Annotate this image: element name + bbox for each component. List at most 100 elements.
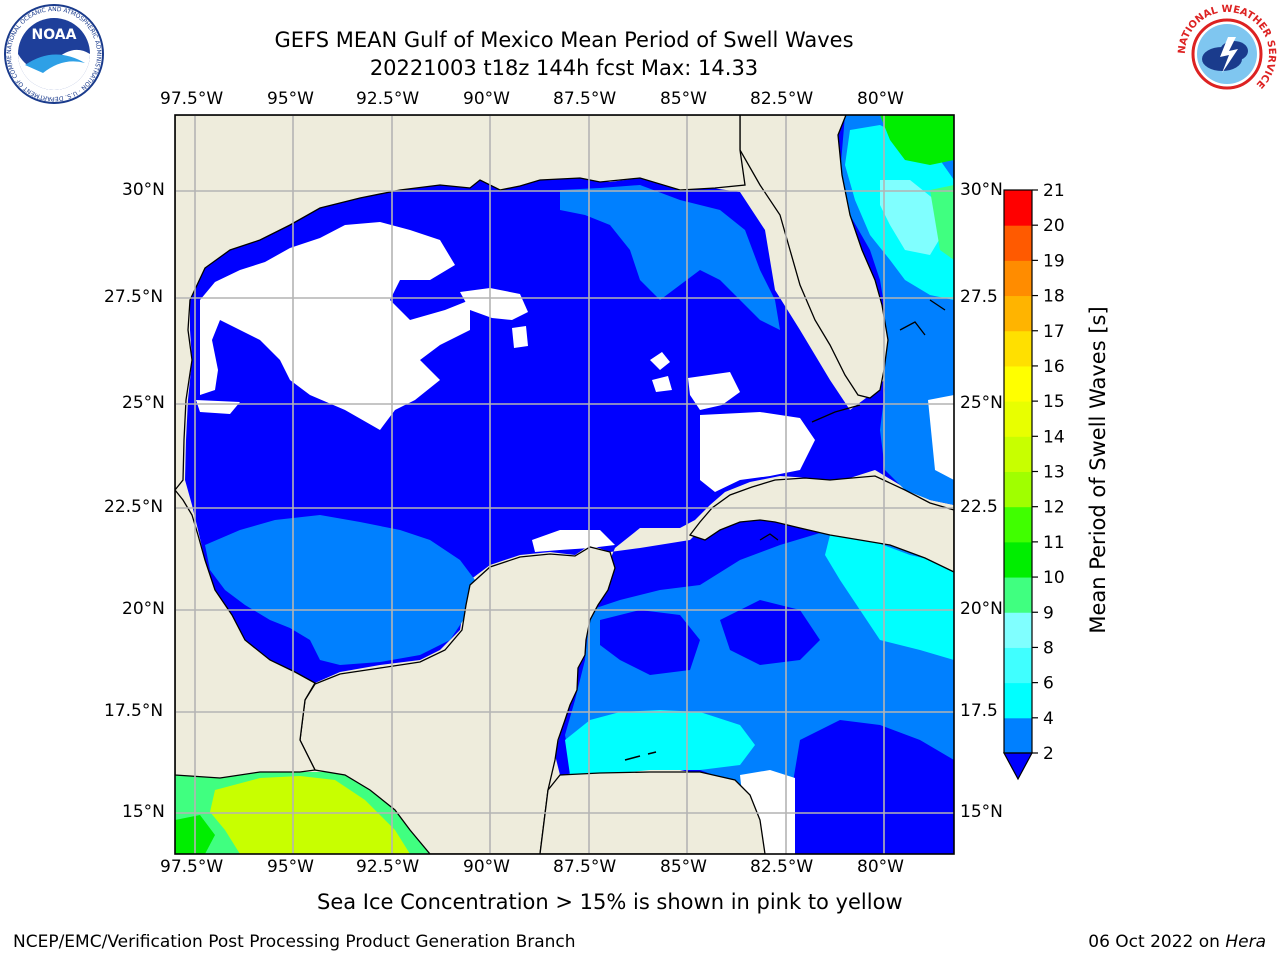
lon-label-bottom: 95°W <box>267 857 314 877</box>
colorbar-segment <box>1004 365 1032 402</box>
lat-label-left: 15°N <box>122 802 165 822</box>
colorbar-tick-label: 17 <box>1043 322 1065 342</box>
bahamas-2 <box>929 299 946 311</box>
nodata-atlantic-edge <box>928 395 954 480</box>
colorbar-segment <box>1004 401 1032 437</box>
colorbar-tick-label: 15 <box>1043 392 1065 412</box>
lon-label-bottom: 90°W <box>463 857 510 877</box>
nodata-dot-3 <box>262 265 272 285</box>
colorbar-segment <box>1004 612 1032 648</box>
honduras-islands <box>624 751 657 761</box>
lat-label-right: 22.5 <box>960 497 998 517</box>
footer-date-text: 06 Oct 2022 on <box>1088 932 1226 952</box>
nodata-yucatan-n <box>688 372 740 410</box>
mexico-west-land <box>175 488 316 779</box>
colorbar: 2 4 6 8 9 10 11 12 13 14 15 16 17 18 19 20 21 <box>1002 181 1065 781</box>
colorbar-segment <box>1004 506 1032 543</box>
colorbar-tick-label: 20 <box>1043 216 1065 236</box>
lat-label-left: 30°N <box>122 180 165 200</box>
lon-label-top: 95°W <box>267 89 314 109</box>
swell-2-4-east-gulf <box>560 185 780 330</box>
colorbar-segment <box>1004 260 1032 297</box>
lon-label-bottom: 80°W <box>857 857 904 877</box>
colorbar-segment <box>1004 717 1032 754</box>
colorbar-tick-label: 19 <box>1043 251 1065 271</box>
lon-label-top: 80°W <box>857 89 904 109</box>
lat-label-right: 25°N <box>960 393 1003 413</box>
colorbar-tick-label: 11 <box>1043 533 1065 553</box>
lat-label-right: 20°N <box>960 599 1003 619</box>
lat-label-right: 15°N <box>960 802 1003 822</box>
keys-outline <box>811 404 861 423</box>
footer-date: 06 Oct 2022 on Hera <box>1088 932 1266 952</box>
colorbar-segment <box>1004 471 1032 508</box>
swell-10-12-atlantic <box>880 115 954 165</box>
colorbar-tick-label: 14 <box>1043 427 1065 447</box>
swell-4-6-caribbean <box>565 710 755 775</box>
nodata-yucatan-coast <box>532 530 615 552</box>
gridlines <box>175 115 954 854</box>
colorbar-segment <box>1004 330 1032 367</box>
lat-label-left: 25°N <box>122 393 165 413</box>
colorbar-tick-label: 18 <box>1043 287 1065 307</box>
lon-label-bottom: 92.5°W <box>356 857 420 877</box>
colorbar-tick-label: 8 <box>1043 638 1054 658</box>
lat-label-left: 20°N <box>122 599 165 619</box>
lat-label-right: 27.5 <box>960 287 998 307</box>
lon-label-top: 92.5°W <box>356 89 420 109</box>
lat-label-right: 30°N <box>960 180 1003 200</box>
swell-4-6-east <box>825 535 954 660</box>
colorbar-tick-label: 16 <box>1043 357 1065 377</box>
colorbar-under-arrow <box>1002 752 1034 781</box>
colorbar-tick-label: 21 <box>1043 181 1065 201</box>
north-coast-land <box>175 115 746 492</box>
lon-label-bottom: 82.5°W <box>750 857 814 877</box>
cuba-land <box>688 475 954 573</box>
swell-low-patch-2 <box>790 720 954 854</box>
map-frame <box>174 114 955 855</box>
colorbar-label: Mean Period of Swell Waves [s] <box>1086 306 1110 634</box>
lon-label-bottom: 85°W <box>660 857 707 877</box>
colorbar-tick-label: 6 <box>1043 674 1054 694</box>
colorbar-tick-label: 13 <box>1043 463 1065 483</box>
lon-label-top: 85°W <box>660 89 707 109</box>
isla-juventud <box>759 533 779 541</box>
florida-land <box>739 115 889 399</box>
yucatan-land <box>299 546 616 854</box>
map-subtitle: 20221003 t18z 144h fcst Max: 14.33 <box>369 56 759 80</box>
footer-org: NCEP/EMC/Verification Post Processing Pr… <box>13 932 576 952</box>
colorbar-tick-label: 10 <box>1043 568 1065 588</box>
lon-label-top: 87.5°W <box>553 89 617 109</box>
colorbar-segment <box>1004 225 1032 261</box>
lon-label-top: 90°W <box>463 89 510 109</box>
swell-10-12-atlantic-2 <box>930 185 954 260</box>
lon-label-bottom: 97.5°W <box>160 857 224 877</box>
bahamas-1 <box>899 321 926 336</box>
noaa-text: NOAA <box>32 27 77 43</box>
swell-8-9-atlantic <box>880 180 945 255</box>
swell-low-patch-1 <box>600 610 700 675</box>
lon-label-top: 97.5°W <box>160 89 224 109</box>
lat-label-left: 22.5°N <box>104 497 164 517</box>
colorbar-segment <box>1004 647 1032 684</box>
colorbar-segment <box>1004 295 1032 332</box>
nodata-dot-2 <box>652 376 672 392</box>
lat-label-left: 27.5°N <box>104 287 164 307</box>
colorbar-segment <box>1004 541 1032 578</box>
swell-2-4-sw <box>205 515 475 665</box>
lat-label-right: 17.5 <box>960 701 998 721</box>
lon-label-bottom: 87.5°W <box>553 857 617 877</box>
swell-low-patch-3 <box>720 600 820 665</box>
colorbar-segment <box>1004 682 1032 719</box>
map-title: GEFS MEAN Gulf of Mexico Mean Period of … <box>274 28 854 52</box>
pacific-yellow <box>210 776 410 854</box>
nodata-dot-4 <box>512 326 528 348</box>
noaa-logo: NOAA NATIONAL OCEANIC AND ATMOSPHERIC AD… <box>3 3 104 104</box>
lon-label-top: 82.5°W <box>750 89 814 109</box>
sea-ice-caption: Sea Ice Concentration > 15% is shown in … <box>317 890 903 914</box>
colorbar-tick-label: 12 <box>1043 498 1065 518</box>
footer-host: Hera <box>1225 932 1266 952</box>
colorbar-segment <box>1004 577 1032 613</box>
colorbar-tick-label: 4 <box>1043 709 1054 729</box>
